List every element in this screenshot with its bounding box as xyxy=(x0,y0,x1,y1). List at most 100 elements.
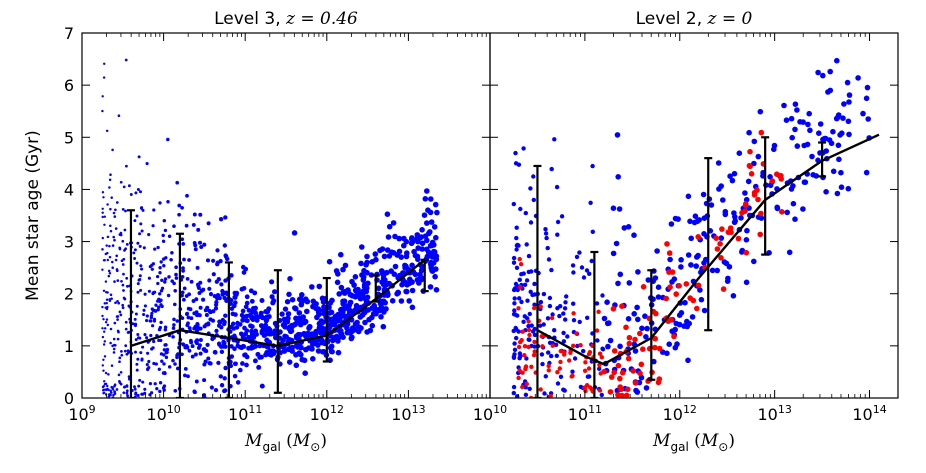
level3-galaxies-point xyxy=(281,322,287,328)
level3-galaxies-point xyxy=(384,211,391,217)
panel-2-title: Level 2, z = 0 xyxy=(636,9,753,29)
level2-blue-galaxies-point xyxy=(527,311,532,317)
level3-galaxies-point xyxy=(191,222,196,227)
level3-galaxies-point xyxy=(255,351,261,357)
level2-blue-galaxies-point xyxy=(671,276,678,282)
level2-red-galaxies-point xyxy=(546,368,551,373)
level2-blue-galaxies-point xyxy=(788,115,795,122)
level3-galaxies-point xyxy=(253,305,258,311)
level3-galaxies-point xyxy=(219,383,225,388)
level3-galaxies-point xyxy=(108,186,111,189)
level2-blue-galaxies-point xyxy=(830,168,837,175)
level2-blue-galaxies-point xyxy=(751,138,758,145)
level2-blue-galaxies-point xyxy=(531,174,536,179)
level3-galaxies-point xyxy=(151,346,155,350)
level3-galaxies-point xyxy=(166,293,171,298)
level3-galaxies-point xyxy=(342,262,349,269)
level3-galaxies-point xyxy=(334,318,340,324)
level2-blue-galaxies-point xyxy=(564,294,569,299)
level3-galaxies-point xyxy=(241,314,246,320)
level3-galaxies-point xyxy=(124,327,128,331)
level3-galaxies-point xyxy=(145,363,149,367)
level3-galaxies-point xyxy=(401,235,407,242)
level3-galaxies-point xyxy=(166,200,170,204)
level3-galaxies-point xyxy=(217,320,223,325)
level3-galaxies-point xyxy=(386,223,393,230)
level2-blue-galaxies-point xyxy=(821,135,828,142)
level3-galaxies-point xyxy=(259,383,265,389)
level3-galaxies-point xyxy=(333,268,340,274)
panel-2-x-tick-label: 1014 xyxy=(852,403,886,424)
level2-blue-galaxies-point xyxy=(617,271,624,278)
level2-blue-galaxies-point xyxy=(558,374,564,379)
level3-galaxies-point xyxy=(263,352,269,358)
title-math: z = 0 xyxy=(707,9,753,29)
level3-galaxies-point xyxy=(280,337,286,343)
level3-galaxies-point xyxy=(222,295,227,301)
level2-blue-galaxies-point xyxy=(790,183,796,189)
level3-galaxies-point xyxy=(195,265,200,270)
level3-galaxies-point xyxy=(159,289,164,293)
level3-galaxies-point xyxy=(137,384,141,388)
level2-red-galaxies-point xyxy=(615,362,622,369)
level2-red-galaxies-point xyxy=(779,209,785,215)
level3-galaxies-point xyxy=(143,292,147,296)
level3-galaxies-point xyxy=(173,389,178,393)
level3-galaxies-point xyxy=(161,239,166,243)
level3-galaxies-point xyxy=(132,251,136,255)
level3-galaxies-point xyxy=(319,295,326,302)
panel-2-median-line xyxy=(536,133,880,366)
level3-galaxies-point xyxy=(110,297,113,300)
level3-galaxies-point xyxy=(167,234,172,239)
level3-galaxies-point xyxy=(184,223,189,228)
level3-galaxies-point xyxy=(206,321,211,326)
level2-blue-galaxies-point xyxy=(632,348,639,354)
level3-galaxies-point xyxy=(359,244,365,250)
level2-blue-galaxies-point xyxy=(792,101,799,107)
level3-galaxies-point xyxy=(180,352,184,357)
level2-blue-galaxies-point xyxy=(523,210,528,216)
level3-galaxies-point xyxy=(102,196,105,199)
level2-blue-galaxies-point xyxy=(550,312,555,317)
level3-galaxies-point xyxy=(147,359,151,364)
level3-galaxies-point xyxy=(121,306,125,310)
level2-red-galaxies-point xyxy=(755,196,761,203)
level3-galaxies-point xyxy=(145,319,149,323)
level3-galaxies-point xyxy=(249,324,255,330)
level3-galaxies-point xyxy=(187,348,192,353)
level2-blue-galaxies-point xyxy=(732,214,738,220)
level2-blue-galaxies-point xyxy=(590,163,595,169)
level3-galaxies-point xyxy=(223,365,228,371)
level3-galaxies-point xyxy=(163,328,168,332)
level2-blue-galaxies-point xyxy=(797,119,803,125)
x-axis-label-part: ( xyxy=(689,431,701,451)
level2-blue-galaxies-point xyxy=(695,252,701,259)
level2-red-galaxies-point xyxy=(666,269,672,275)
level3-galaxies-point xyxy=(344,329,351,336)
level3-galaxies-point xyxy=(124,209,127,213)
level3-galaxies-point xyxy=(105,318,109,321)
level3-galaxies-point xyxy=(391,271,398,278)
level3-galaxies-point xyxy=(154,303,158,307)
level3-galaxies-point xyxy=(116,279,120,282)
level3-galaxies-point xyxy=(188,307,193,312)
level3-galaxies-point xyxy=(104,280,108,283)
level3-galaxies-point xyxy=(114,301,117,305)
level3-galaxies-point xyxy=(177,203,182,208)
level3-galaxies-point xyxy=(140,229,144,233)
level3-galaxies-point xyxy=(424,188,430,194)
level3-galaxies-point xyxy=(432,201,439,208)
level3-galaxies-point xyxy=(360,274,367,280)
level3-galaxies-point xyxy=(357,314,364,320)
level2-red-galaxies-point xyxy=(520,384,525,390)
level3-galaxies-point xyxy=(425,249,432,256)
level3-galaxies-point xyxy=(101,207,104,210)
level3-galaxies-point xyxy=(353,288,360,295)
level2-red-galaxies-point xyxy=(522,344,528,349)
level3-galaxies-point xyxy=(151,224,155,228)
level3-galaxies-point xyxy=(208,292,214,297)
level3-galaxies-point xyxy=(267,327,273,333)
level2-blue-galaxies-point xyxy=(635,269,641,275)
level2-blue-galaxies-point xyxy=(570,263,576,268)
level3-galaxies-point xyxy=(163,371,167,376)
